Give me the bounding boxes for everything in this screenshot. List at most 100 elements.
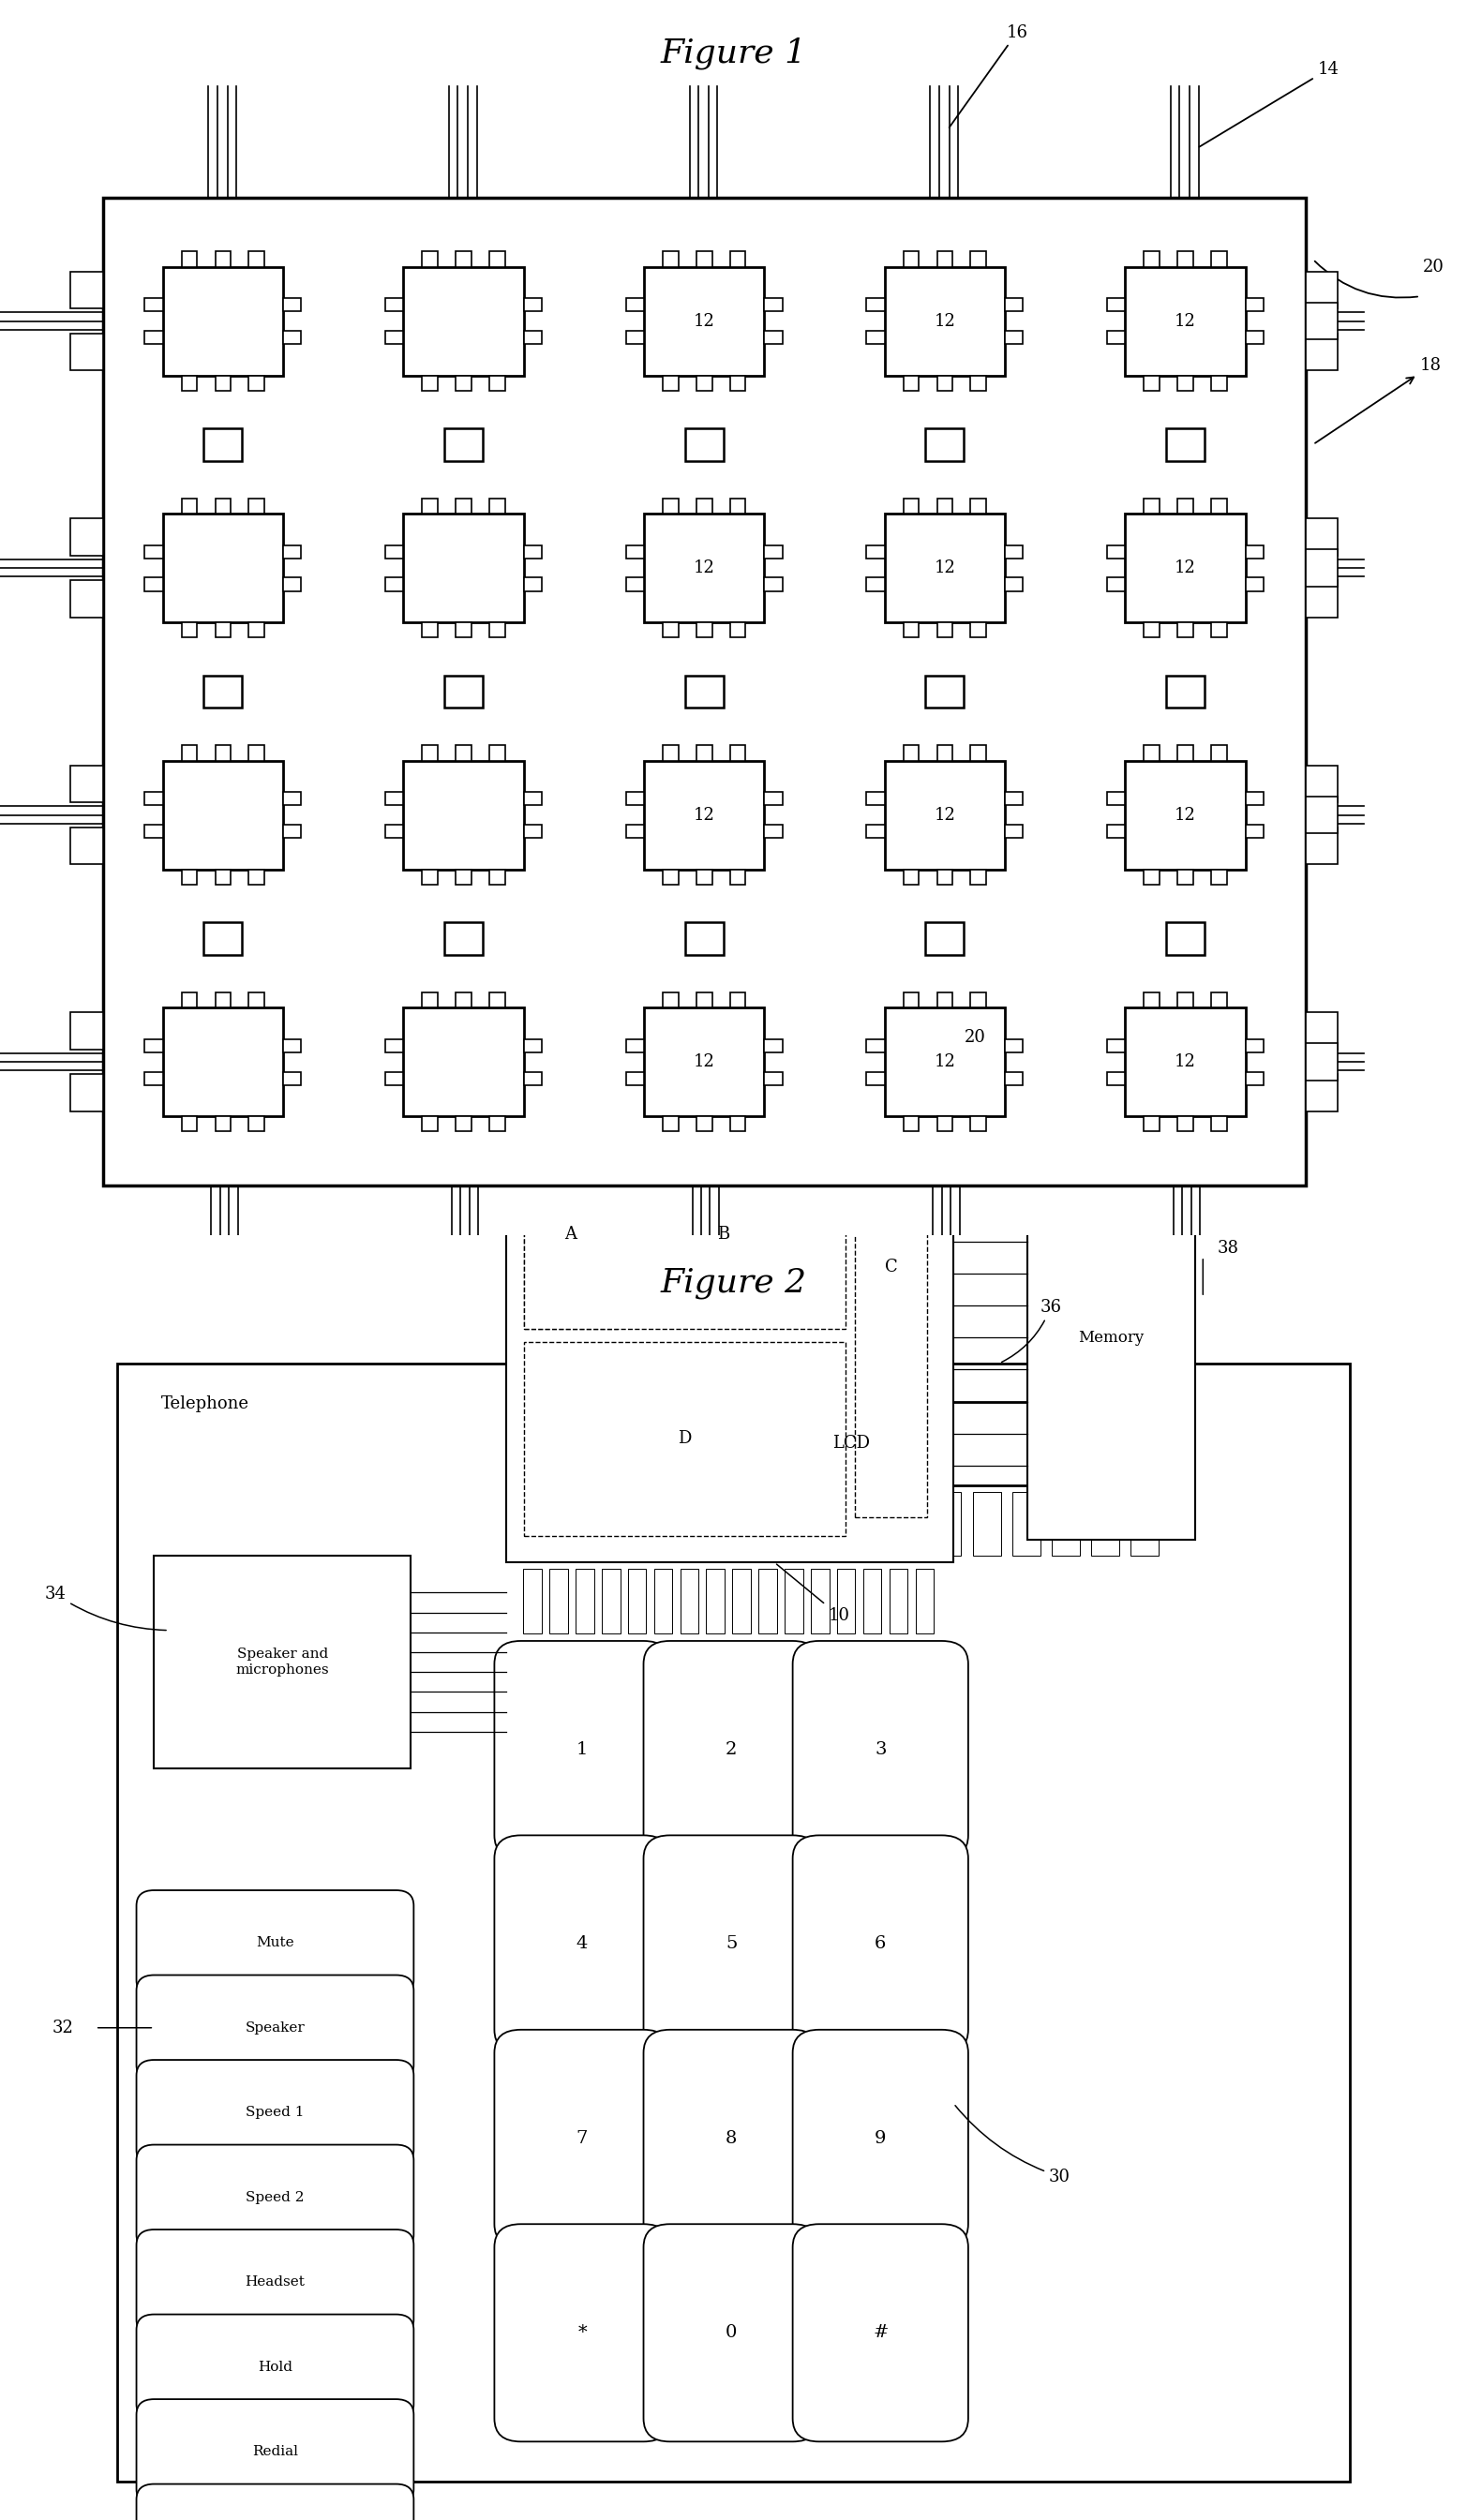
Bar xyxy=(283,297,301,312)
Bar xyxy=(216,746,230,761)
FancyBboxPatch shape xyxy=(644,1641,819,1857)
Bar xyxy=(422,1116,437,1131)
Text: 7: 7 xyxy=(577,2129,588,2147)
Text: 5: 5 xyxy=(726,1935,736,1953)
Bar xyxy=(758,1570,778,1633)
Bar xyxy=(904,1116,918,1131)
Bar xyxy=(889,1570,908,1633)
FancyBboxPatch shape xyxy=(494,1835,670,2054)
Text: D: D xyxy=(678,1431,691,1446)
Bar xyxy=(1125,514,1245,622)
Bar xyxy=(1144,375,1159,391)
Bar xyxy=(575,1570,594,1633)
Bar xyxy=(216,622,230,638)
Bar xyxy=(1144,252,1159,267)
Bar xyxy=(524,544,541,559)
Bar xyxy=(1012,1492,1040,1555)
Bar xyxy=(1306,1013,1338,1048)
Bar xyxy=(163,267,283,375)
Bar xyxy=(204,428,242,461)
Bar xyxy=(456,499,471,514)
Bar xyxy=(70,1013,103,1048)
Bar xyxy=(697,375,711,391)
Text: 20: 20 xyxy=(965,1028,986,1046)
Bar xyxy=(971,252,986,267)
Bar xyxy=(885,514,1005,622)
FancyBboxPatch shape xyxy=(792,1835,968,2054)
Bar xyxy=(1144,622,1159,638)
Bar xyxy=(216,252,230,267)
Bar xyxy=(663,993,678,1008)
Bar xyxy=(524,1570,541,1633)
Bar xyxy=(764,1071,782,1084)
Bar xyxy=(904,499,918,514)
Bar xyxy=(971,375,986,391)
Bar xyxy=(70,1074,103,1111)
Bar xyxy=(1306,272,1338,307)
Bar xyxy=(697,499,711,514)
Bar xyxy=(283,544,301,559)
Bar xyxy=(731,746,745,761)
Bar xyxy=(386,1038,403,1053)
Bar xyxy=(1091,1492,1119,1555)
Bar xyxy=(855,1492,883,1555)
Bar xyxy=(1005,1038,1022,1053)
Bar xyxy=(863,1570,882,1633)
Bar xyxy=(182,622,197,638)
Bar xyxy=(386,791,403,806)
Bar xyxy=(685,922,723,955)
Bar xyxy=(216,375,230,391)
Bar xyxy=(1005,330,1022,343)
Bar xyxy=(1178,622,1193,638)
Bar xyxy=(216,993,230,1008)
Bar xyxy=(249,869,264,885)
Text: 34: 34 xyxy=(44,1585,166,1630)
Bar xyxy=(524,330,541,343)
Bar xyxy=(1212,869,1226,885)
Bar xyxy=(601,1570,621,1633)
Bar xyxy=(663,869,678,885)
Text: B: B xyxy=(717,1225,729,1242)
Bar xyxy=(386,330,403,343)
Bar xyxy=(644,514,764,622)
Bar xyxy=(971,622,986,638)
Bar xyxy=(764,824,782,837)
Bar xyxy=(283,791,301,806)
Text: 8: 8 xyxy=(726,2129,736,2147)
Bar xyxy=(490,499,505,514)
Bar xyxy=(626,577,644,590)
Text: Speaker: Speaker xyxy=(245,2021,305,2034)
Bar xyxy=(145,1071,163,1084)
FancyBboxPatch shape xyxy=(136,2313,414,2419)
Text: Speed 1: Speed 1 xyxy=(246,2107,304,2119)
Bar xyxy=(524,577,541,590)
Bar xyxy=(386,577,403,590)
Bar xyxy=(1108,330,1125,343)
Bar xyxy=(182,746,197,761)
Text: Figure 2: Figure 2 xyxy=(660,1268,807,1298)
Bar xyxy=(1144,746,1159,761)
Bar xyxy=(1306,519,1338,557)
Bar xyxy=(904,375,918,391)
FancyBboxPatch shape xyxy=(136,1976,414,2082)
Bar xyxy=(776,1492,804,1555)
Bar xyxy=(386,544,403,559)
FancyBboxPatch shape xyxy=(792,2225,968,2442)
Bar xyxy=(154,1555,411,1769)
Bar xyxy=(540,1492,568,1555)
Text: 12: 12 xyxy=(934,806,955,824)
Bar xyxy=(764,297,782,312)
Text: A: A xyxy=(565,1225,577,1242)
Text: Hold: Hold xyxy=(258,2361,292,2374)
Bar xyxy=(644,267,764,375)
Text: 32: 32 xyxy=(51,2019,73,2036)
Bar xyxy=(785,1570,802,1633)
Bar xyxy=(1306,302,1338,340)
Text: 12: 12 xyxy=(934,559,955,577)
FancyBboxPatch shape xyxy=(136,2485,414,2520)
Bar xyxy=(1245,577,1263,590)
Text: 14: 14 xyxy=(1200,60,1339,146)
Bar xyxy=(764,1038,782,1053)
Text: 6: 6 xyxy=(874,1935,886,1953)
Bar xyxy=(70,519,103,557)
